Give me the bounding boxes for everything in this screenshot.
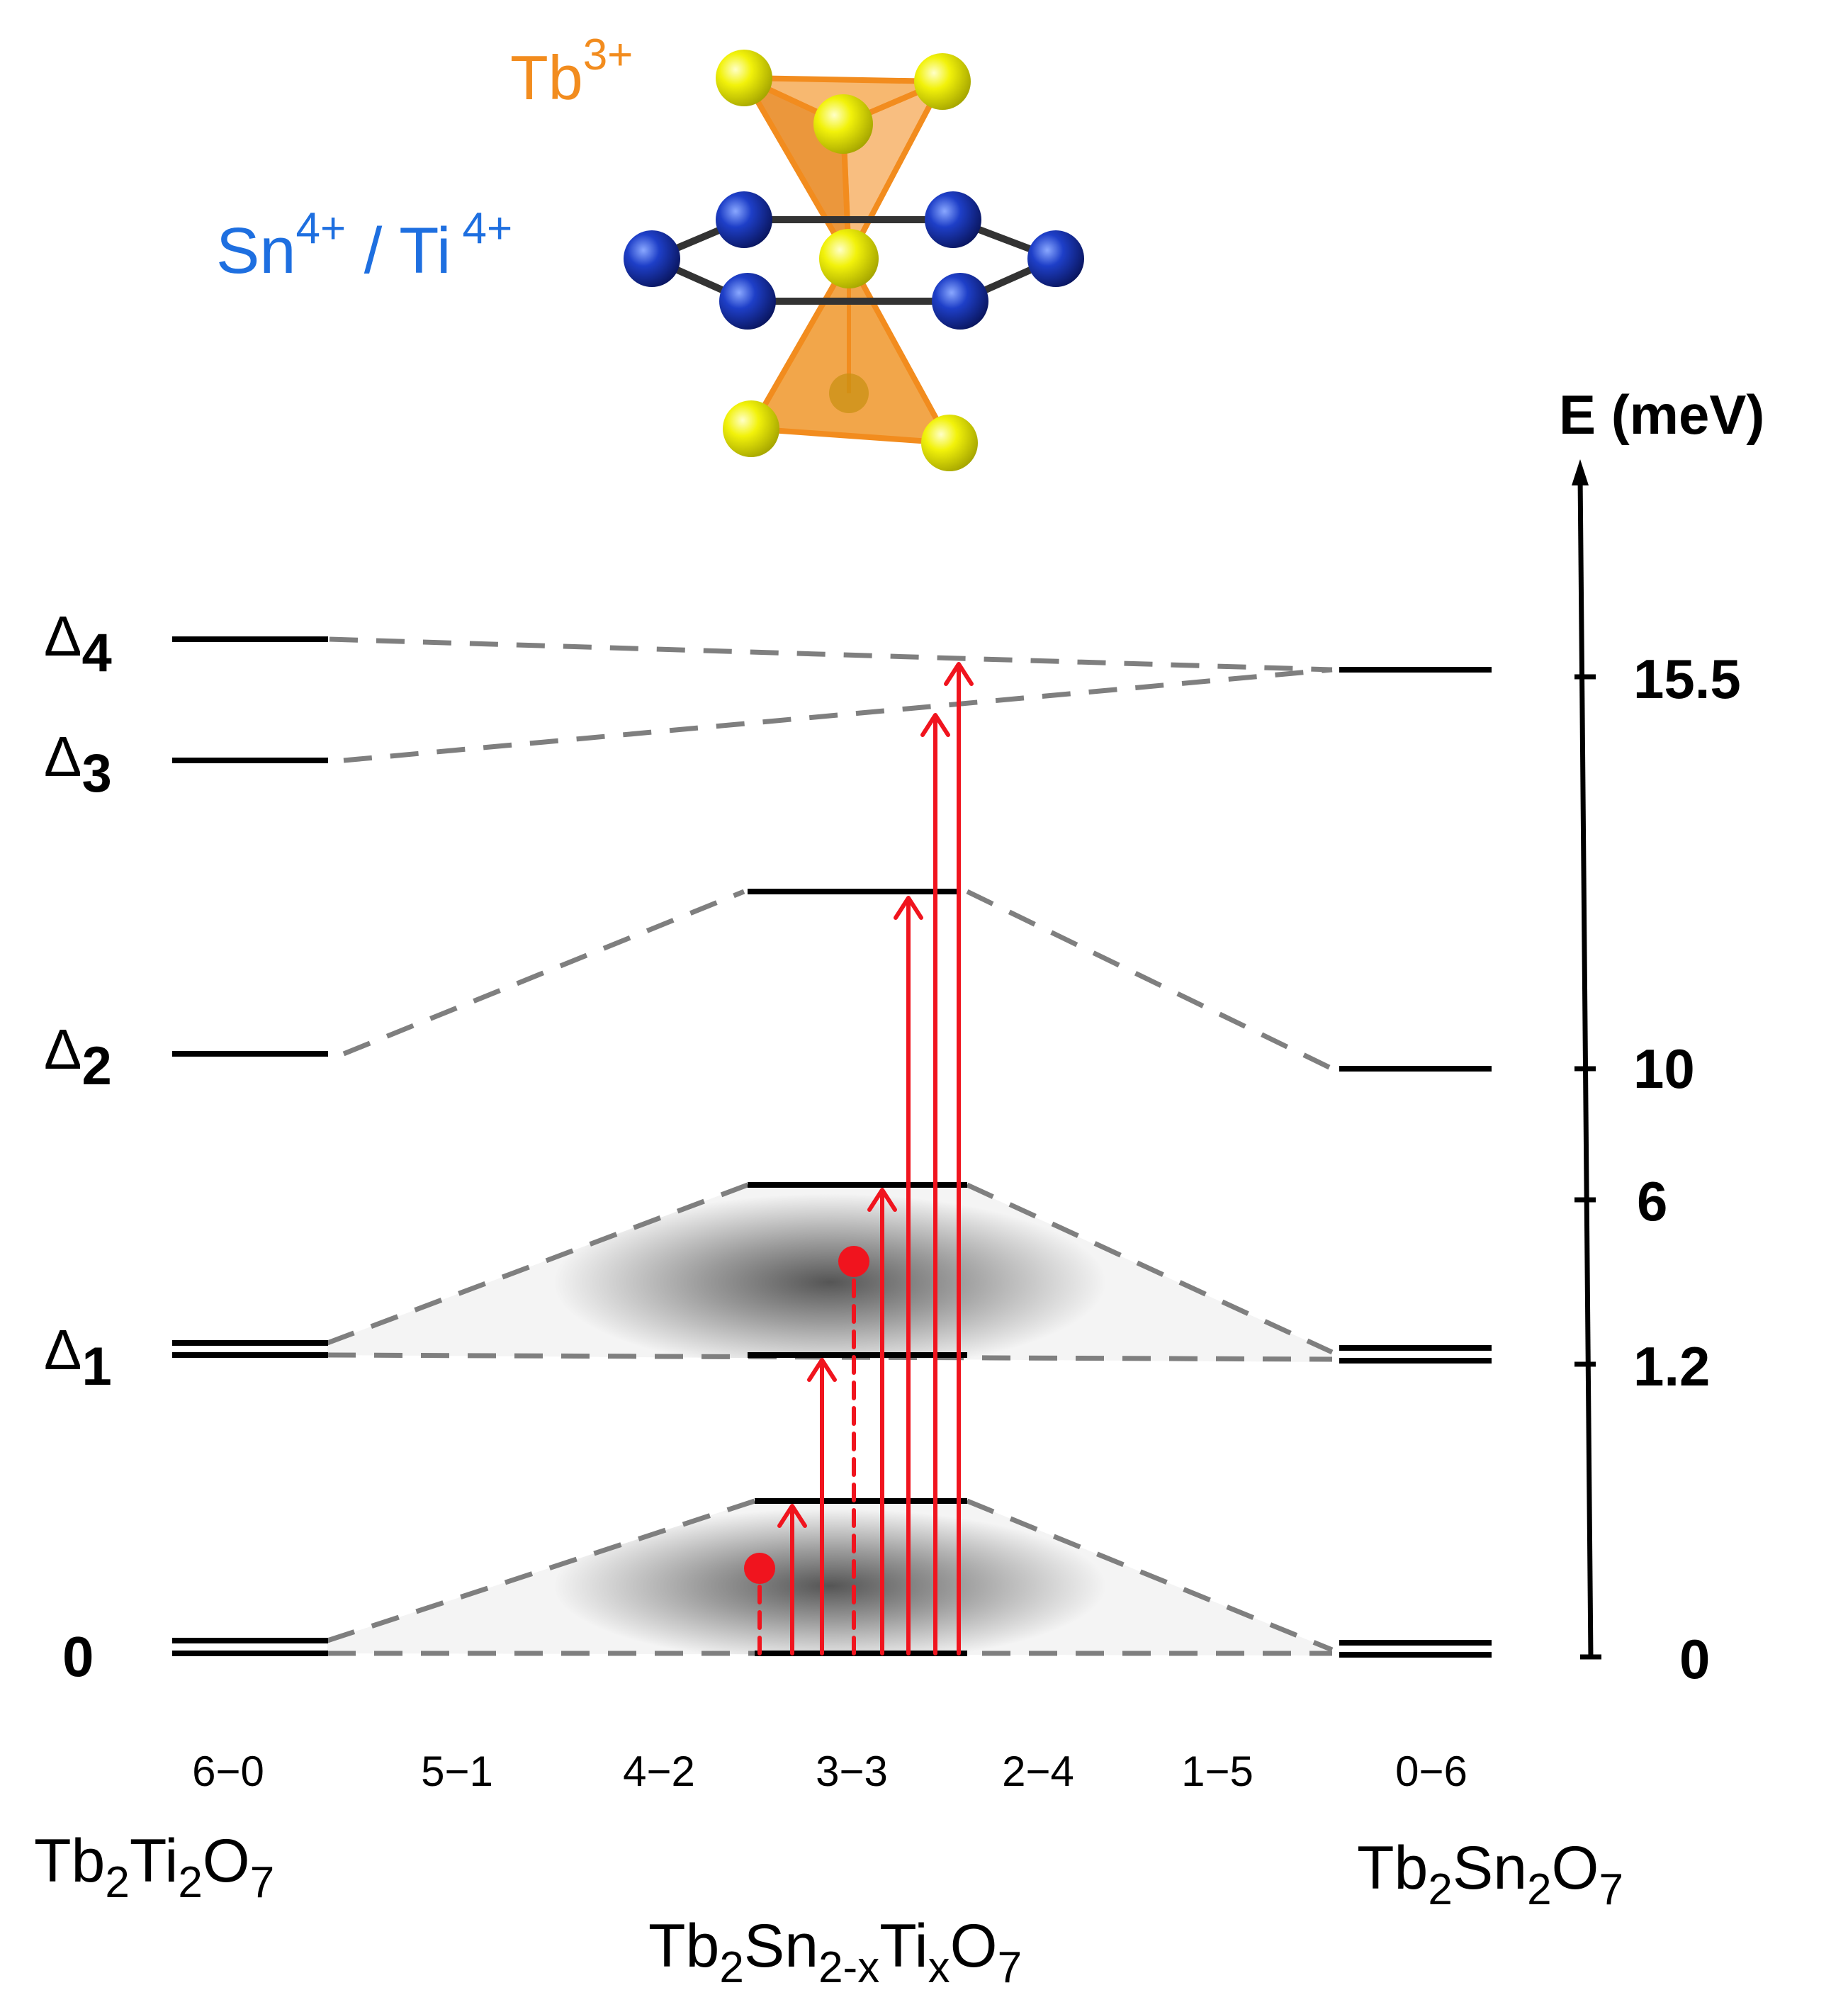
delta4-label: Δ4 — [44, 605, 112, 683]
delta3-label: Δ3 — [44, 725, 112, 804]
sn-ti-atom — [932, 273, 988, 330]
composition-labels: 6−0 5−1 4−2 3−3 2−4 1−5 0−6 — [192, 1748, 1467, 1795]
sn-ti-atom — [719, 273, 776, 330]
transition-arrows — [757, 662, 974, 1655]
tb-atom — [921, 415, 978, 471]
tb-atom — [723, 400, 779, 457]
composition-label: 3−3 — [816, 1748, 888, 1795]
tick-label: 1.2 — [1633, 1335, 1710, 1398]
lower-shaded-band — [327, 1501, 1332, 1655]
sn-ti-atom — [925, 191, 981, 248]
composition-label: 0−6 — [1395, 1748, 1467, 1795]
tb-ion-label: Tb3+ — [510, 30, 633, 113]
tick-label: 6 — [1637, 1170, 1667, 1232]
zero-label: 0 — [62, 1625, 94, 1688]
delta1-label: Δ1 — [44, 1318, 112, 1397]
tb-atom — [813, 94, 873, 154]
tick-label: 10 — [1633, 1038, 1695, 1100]
sn-ti-atom — [1027, 230, 1084, 287]
formula-left: Tb2Ti2O7 — [34, 1827, 274, 1907]
transition-dot-low — [744, 1553, 775, 1584]
delta2-label: Δ2 — [44, 1018, 112, 1096]
composition-label: 6−0 — [192, 1748, 264, 1795]
composition-label: 5−1 — [421, 1748, 493, 1795]
sn-ti-atom — [624, 230, 680, 287]
tick-label: 0 — [1679, 1628, 1710, 1690]
sn-ti-ion-label: Sn4+ / Ti 4+ — [216, 204, 512, 287]
energy-axis — [1572, 459, 1601, 1660]
crystal-structure-illustration — [624, 50, 1084, 471]
sn-ti-atom — [716, 191, 772, 248]
dashed-correlation-lines — [326, 636, 1334, 1656]
axis-title: E (meV) — [1559, 383, 1764, 446]
tb-atom — [716, 50, 772, 106]
formula-middle: Tb2Sn2-xTixO7 — [648, 1912, 1022, 1992]
transition-dot-high — [838, 1246, 869, 1277]
tb-atom — [914, 53, 971, 110]
energy-levels — [172, 636, 1492, 1658]
composition-label: 4−2 — [623, 1748, 695, 1795]
composition-label: 1−5 — [1181, 1748, 1253, 1795]
upper-shaded-band — [327, 1185, 1332, 1362]
tick-label: 15.5 — [1633, 648, 1741, 710]
composition-label: 2−4 — [1002, 1748, 1074, 1795]
tb-atom-center — [819, 229, 879, 288]
formula-right: Tb2Sn2O7 — [1357, 1834, 1623, 1914]
